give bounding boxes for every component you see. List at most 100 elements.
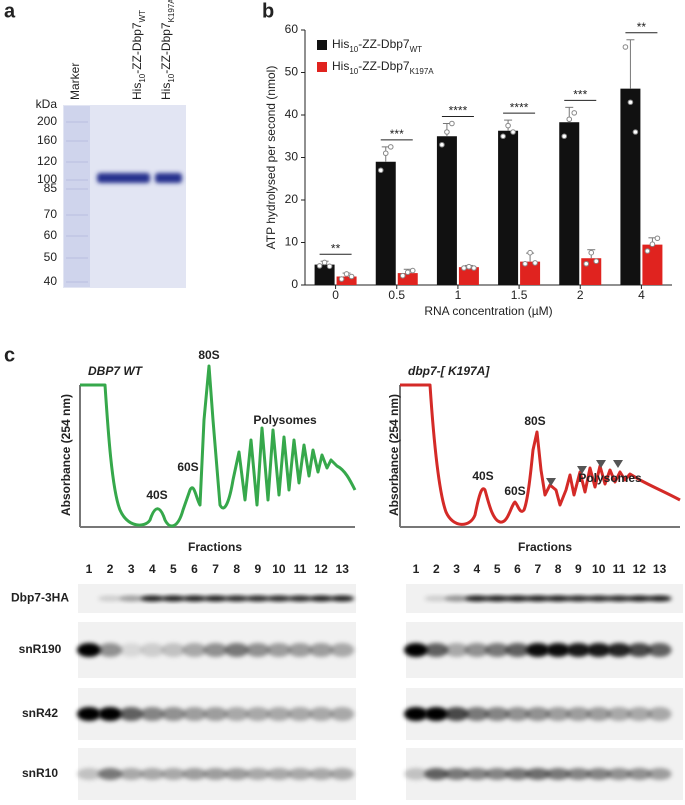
blot-row-label: snR42 bbox=[22, 706, 58, 720]
lane-label-part: 10 bbox=[138, 73, 147, 82]
fraction-number: 3 bbox=[453, 562, 460, 576]
lane-label-part: 10 bbox=[167, 73, 176, 82]
blot-band bbox=[566, 768, 591, 780]
blot-band bbox=[77, 768, 101, 780]
data-point bbox=[399, 272, 406, 279]
peak-label: 60S bbox=[504, 484, 525, 498]
blot-band bbox=[161, 768, 186, 780]
blot-band bbox=[140, 643, 165, 657]
legend-label-part: -ZZ-Dbp7 bbox=[358, 59, 410, 73]
blot-band bbox=[245, 643, 270, 657]
blot-band bbox=[161, 707, 186, 721]
significance-label: *** bbox=[573, 88, 587, 102]
blot-band bbox=[607, 595, 631, 602]
blot-band bbox=[77, 643, 101, 657]
blot-band bbox=[444, 643, 469, 657]
blot-band bbox=[505, 643, 530, 657]
ladder-label: 100 bbox=[37, 172, 57, 186]
fraction-number: 8 bbox=[233, 562, 240, 576]
fraction-number: 7 bbox=[534, 562, 541, 576]
data-point bbox=[632, 129, 639, 135]
fraction-number: 5 bbox=[494, 562, 501, 576]
profile-title: DBP7 WT bbox=[88, 364, 144, 378]
significance-label: *** bbox=[390, 127, 404, 141]
significance-label: ** bbox=[637, 20, 647, 34]
blot-band bbox=[464, 768, 489, 780]
data-point bbox=[561, 133, 568, 140]
data-point bbox=[404, 269, 411, 276]
data-point bbox=[439, 141, 445, 148]
blot-band bbox=[119, 643, 144, 657]
bar bbox=[520, 261, 541, 285]
y-tick-label: 60 bbox=[285, 22, 299, 36]
blot-band bbox=[444, 595, 469, 602]
legend-swatch bbox=[317, 62, 327, 72]
panel-label: a bbox=[4, 0, 16, 22]
blot-band bbox=[404, 768, 428, 780]
fraction-number: 4 bbox=[149, 562, 156, 576]
blot-band bbox=[98, 643, 123, 657]
data-point bbox=[654, 235, 661, 242]
blot-band bbox=[330, 643, 355, 657]
blot-band bbox=[586, 768, 611, 780]
data-point bbox=[316, 263, 323, 269]
fraction-number: 2 bbox=[107, 562, 114, 576]
ladder-label: 70 bbox=[44, 207, 58, 221]
bar bbox=[458, 267, 479, 285]
data-point bbox=[466, 263, 472, 270]
blot-band bbox=[224, 768, 249, 780]
blot-band bbox=[288, 595, 312, 602]
blot-band bbox=[182, 595, 207, 602]
blot-band bbox=[607, 707, 631, 721]
blot-band bbox=[98, 768, 123, 780]
data-point bbox=[409, 267, 416, 274]
data-point bbox=[338, 276, 345, 282]
data-point bbox=[444, 129, 450, 135]
blot-band bbox=[266, 707, 291, 721]
fraction-number: 4 bbox=[474, 562, 481, 576]
data-point bbox=[348, 273, 355, 280]
blot-band bbox=[309, 707, 334, 721]
fraction-number: 10 bbox=[272, 562, 286, 576]
fraction-number: 13 bbox=[336, 562, 350, 576]
bar bbox=[436, 136, 457, 285]
data-point bbox=[500, 133, 506, 140]
profile-x-label: Fractions bbox=[188, 540, 242, 554]
fraction-number: 7 bbox=[212, 562, 219, 576]
marker-lane bbox=[64, 106, 90, 287]
profile-y-label: Absorbance (254 nm) bbox=[387, 394, 401, 516]
blot-band bbox=[566, 707, 591, 721]
ladder-label: 85 bbox=[44, 181, 58, 195]
fraction-number: 11 bbox=[613, 562, 626, 576]
blot-band bbox=[647, 595, 672, 602]
blot-band bbox=[444, 707, 469, 721]
blot-row-label: Dbp7-3HA bbox=[11, 591, 69, 605]
blot-band bbox=[485, 643, 510, 657]
data-point bbox=[449, 120, 455, 127]
y-tick-label: 0 bbox=[291, 277, 298, 291]
blot-band bbox=[203, 768, 228, 780]
profile-title: dbp7-[ K197A] bbox=[408, 364, 490, 378]
blot-band bbox=[119, 707, 144, 721]
profile-x-label: Fractions bbox=[518, 540, 572, 554]
bar bbox=[314, 264, 335, 285]
blot-band bbox=[245, 768, 270, 780]
fraction-number: 9 bbox=[254, 562, 261, 576]
lane-label-part: -ZZ-Dbp7 bbox=[159, 22, 173, 74]
blot-band bbox=[98, 707, 123, 721]
data-point bbox=[566, 116, 573, 123]
blot-band bbox=[98, 595, 123, 602]
y-tick-label: 30 bbox=[285, 150, 299, 164]
data-point bbox=[343, 271, 350, 277]
blot-band bbox=[464, 707, 489, 721]
bar bbox=[559, 122, 580, 285]
blot-row-label: snR190 bbox=[19, 642, 62, 656]
y-tick-label: 50 bbox=[285, 65, 299, 79]
legend-label-part: -ZZ-Dbp7 bbox=[358, 37, 410, 51]
fraction-number: 9 bbox=[575, 562, 582, 576]
bar bbox=[336, 276, 357, 285]
lane-label: Marker bbox=[68, 63, 82, 100]
profile-y-label: Absorbance (254 nm) bbox=[59, 394, 73, 516]
legend-label-part: 10 bbox=[349, 45, 358, 54]
